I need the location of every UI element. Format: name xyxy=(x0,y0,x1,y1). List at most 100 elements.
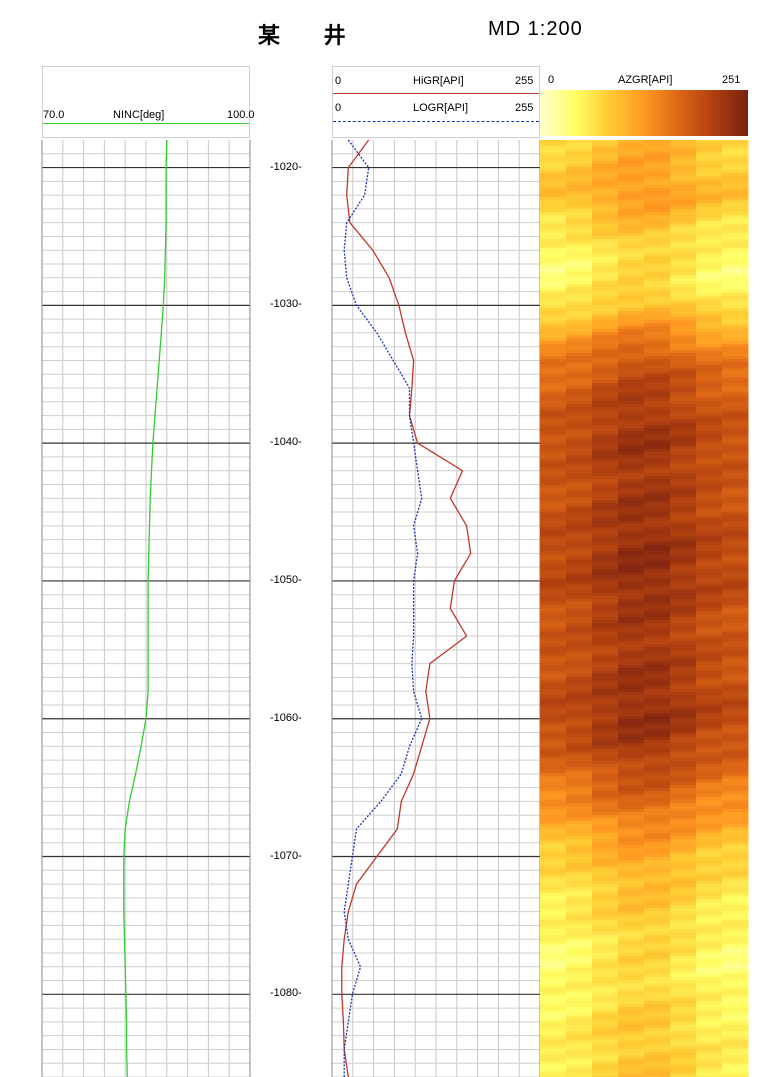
azgr-image-cell xyxy=(696,977,723,981)
azgr-image-cell xyxy=(592,476,619,480)
azgr-image-cell xyxy=(644,332,671,336)
azgr-image-cell xyxy=(722,659,749,663)
azgr-image-cell xyxy=(696,368,723,372)
azgr-image-cell xyxy=(592,1034,619,1038)
azgr-image-cell xyxy=(696,950,723,954)
azgr-image-cell xyxy=(592,581,619,585)
azgr-image-cell xyxy=(670,206,697,210)
azgr-image-cell xyxy=(670,269,697,273)
azgr-image-cell xyxy=(670,179,697,183)
azgr-image-cell xyxy=(618,1052,645,1056)
azgr-image-cell xyxy=(722,725,749,729)
azgr-image-cell xyxy=(722,992,749,996)
azgr-image-cell xyxy=(566,356,593,360)
azgr-image-cell xyxy=(592,920,619,924)
azgr-image-cell xyxy=(670,1022,697,1026)
azgr-image-cell xyxy=(618,401,645,405)
azgr-image-cell xyxy=(670,455,697,459)
azgr-image-cell xyxy=(722,500,749,504)
azgr-image-cell xyxy=(696,788,723,792)
azgr-image-cell xyxy=(566,776,593,780)
azgr-image-cell xyxy=(670,608,697,612)
azgr-image-cell xyxy=(540,575,567,579)
azgr-image-cell xyxy=(618,392,645,396)
azgr-image-cell xyxy=(696,383,723,387)
azgr-image-cell xyxy=(670,335,697,339)
azgr-image-cell xyxy=(722,404,749,408)
azgr-image-cell xyxy=(696,221,723,225)
azgr-image-cell xyxy=(618,221,645,225)
azgr-image-cell xyxy=(592,287,619,291)
azgr-image-cell xyxy=(696,587,723,591)
azgr-image-cell xyxy=(722,974,749,978)
azgr-image-cell xyxy=(566,143,593,147)
azgr-image-cell xyxy=(618,782,645,786)
azgr-image-cell xyxy=(540,731,567,735)
azgr-image-cell xyxy=(670,515,697,519)
azgr-image-cell xyxy=(696,836,723,840)
azgr-image-cell xyxy=(592,323,619,327)
azgr-image-cell xyxy=(722,224,749,228)
azgr-image-cell xyxy=(618,224,645,228)
azgr-image-cell xyxy=(722,443,749,447)
azgr-image-cell xyxy=(644,617,671,621)
azgr-image-cell xyxy=(644,1028,671,1032)
azgr-image-cell xyxy=(670,380,697,384)
azgr-image-cell xyxy=(644,1052,671,1056)
azgr-image-cell xyxy=(722,272,749,276)
azgr-image-cell xyxy=(540,269,567,273)
higr-max-label: 255 xyxy=(515,75,534,87)
azgr-image-cell xyxy=(722,797,749,801)
azgr-image-cell xyxy=(540,911,567,915)
azgr-image-cell xyxy=(670,323,697,327)
azgr-image-cell xyxy=(644,677,671,681)
azgr-image-cell xyxy=(722,1025,749,1029)
azgr-image-cell xyxy=(644,875,671,879)
azgr-image-cell xyxy=(670,446,697,450)
azgr-image-cell xyxy=(540,311,567,315)
azgr-image-cell xyxy=(618,827,645,831)
azgr-image-cell xyxy=(696,959,723,963)
azgr-image-cell xyxy=(540,836,567,840)
azgr-image-cell xyxy=(670,281,697,285)
azgr-image-cell xyxy=(722,1031,749,1035)
azgr-image-cell xyxy=(618,212,645,216)
azgr-image-cell xyxy=(540,557,567,561)
azgr-image-cell xyxy=(696,413,723,417)
azgr-image-cell xyxy=(644,830,671,834)
azgr-image-cell xyxy=(618,1004,645,1008)
azgr-image-cell xyxy=(618,608,645,612)
azgr-image-cell xyxy=(696,725,723,729)
azgr-image-cell xyxy=(696,935,723,939)
azgr-image-cell xyxy=(670,935,697,939)
azgr-image-cell xyxy=(644,953,671,957)
azgr-image-cell xyxy=(618,569,645,573)
azgr-image-cell xyxy=(566,881,593,885)
azgr-image-cell xyxy=(722,1004,749,1008)
azgr-curve-name: AZGR[API] xyxy=(618,74,673,86)
azgr-image-cell xyxy=(696,542,723,546)
azgr-image-cell xyxy=(722,740,749,744)
azgr-image-cell xyxy=(696,467,723,471)
azgr-image-cell xyxy=(670,1007,697,1011)
azgr-image-cell xyxy=(670,290,697,294)
azgr-image-cell xyxy=(592,197,619,201)
azgr-image-cell xyxy=(566,737,593,741)
azgr-image-cell xyxy=(696,545,723,549)
azgr-image-cell xyxy=(670,620,697,624)
azgr-image-cell xyxy=(592,767,619,771)
azgr-image-cell xyxy=(566,452,593,456)
azgr-image-cell xyxy=(592,893,619,897)
azgr-image-cell xyxy=(696,392,723,396)
azgr-image-cell xyxy=(540,692,567,696)
azgr-image-cell xyxy=(670,959,697,963)
higr-min-label: 0 xyxy=(335,75,342,87)
azgr-image-cell xyxy=(592,203,619,207)
azgr-image-cell xyxy=(722,284,749,288)
azgr-image-cell xyxy=(592,617,619,621)
azgr-image-cell xyxy=(696,719,723,723)
azgr-image-cell xyxy=(540,335,567,339)
azgr-image-cell xyxy=(566,806,593,810)
azgr-image-cell xyxy=(696,431,723,435)
azgr-image-cell xyxy=(618,542,645,546)
